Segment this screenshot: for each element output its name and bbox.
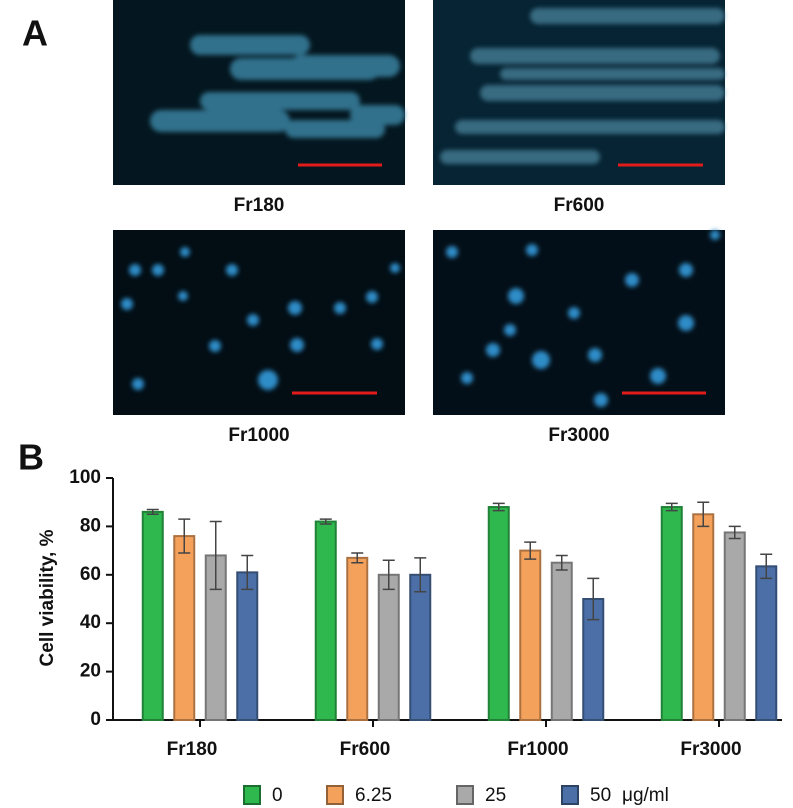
x-tick-label: Fr3000 (680, 739, 741, 760)
bar (487, 506, 510, 722)
panel-label: A (22, 13, 48, 54)
error-bar (587, 577, 600, 621)
y-tick-label: 20 (80, 661, 101, 682)
micrograph (433, 230, 725, 415)
bar (346, 556, 369, 721)
y-tick-label: 80 (80, 515, 101, 536)
bar (173, 535, 196, 722)
error-bar (319, 518, 332, 525)
error-bar (414, 557, 427, 593)
legend-label: 25 (485, 785, 506, 806)
x-tick-label: Fr600 (340, 739, 391, 760)
y-axis-label: Cell viability, % (37, 529, 58, 666)
micrograph (113, 0, 405, 185)
bar (660, 506, 683, 722)
error-bar (351, 552, 364, 564)
bar (236, 571, 259, 721)
error-bar (524, 541, 537, 560)
bar (409, 573, 432, 721)
image-label: Fr180 (234, 195, 285, 216)
y-tick-label: 0 (90, 709, 101, 730)
bar (692, 513, 715, 721)
legend-label: 0 (272, 785, 283, 806)
x-tick-label: Fr180 (167, 739, 218, 760)
bar (550, 561, 573, 722)
legend-swatch (456, 785, 474, 805)
error-bar (209, 520, 222, 591)
error-bar (241, 554, 254, 591)
bar (141, 510, 164, 721)
error-bar (760, 553, 773, 580)
error-bar (697, 501, 710, 528)
x-tick-label: Fr1000 (507, 739, 568, 760)
y-tick-label: 60 (80, 564, 101, 585)
legend-unit: μg/ml (622, 785, 669, 806)
error-bar (146, 508, 159, 516)
legend-swatch (326, 785, 344, 805)
image-label: Fr1000 (228, 425, 289, 446)
legend-swatch (561, 785, 579, 805)
error-bar (492, 502, 505, 512)
bar (377, 573, 400, 721)
error-bar (178, 518, 191, 554)
legend-label: 6.25 (355, 785, 392, 806)
bar (314, 520, 337, 721)
error-bar (665, 502, 678, 512)
y-tick-label: 40 (80, 612, 101, 633)
panel-label: B (18, 437, 44, 478)
legend-swatch (243, 785, 261, 805)
micrograph (433, 0, 725, 185)
error-bar (728, 525, 741, 540)
micrograph (113, 230, 405, 415)
bar (755, 565, 778, 722)
error-bar (382, 559, 395, 591)
error-bar (555, 554, 568, 571)
y-tick-label: 100 (69, 467, 101, 488)
legend-label: 50 (590, 785, 611, 806)
image-label: Fr600 (554, 195, 605, 216)
bar (723, 531, 746, 722)
bar (519, 549, 542, 721)
image-label: Fr3000 (548, 425, 609, 446)
